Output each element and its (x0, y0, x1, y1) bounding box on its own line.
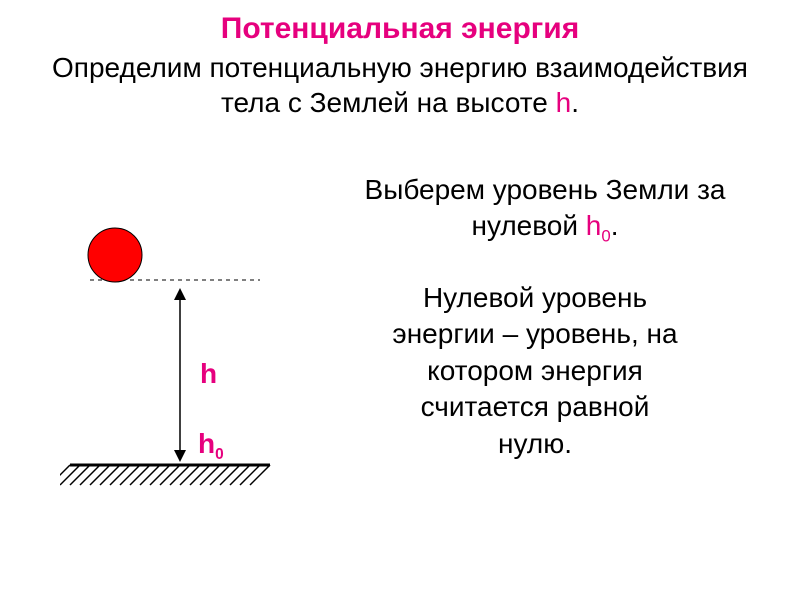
zero-def-line5: нулю. (300, 426, 770, 462)
zero-def-line2: энергии – уровень, на (300, 316, 770, 352)
subtitle-suffix: . (571, 87, 579, 118)
select-level-text: Выберем уровень Земли за нулевой h0. (320, 172, 770, 248)
select-level-prefix: Выберем уровень Земли за нулевой (365, 174, 726, 241)
subtitle-prefix: Определим потенциальную энергию взаимоде… (52, 52, 748, 118)
zero-def-line3: котором энергия (300, 353, 770, 389)
h0-letter: h (586, 210, 602, 241)
subtitle: Определим потенциальную энергию взаимоде… (0, 50, 800, 120)
zero-def-line4: считается равной (300, 389, 770, 425)
svg-text:h0: h0 (198, 428, 224, 463)
page-title: Потенциальная энергия (0, 0, 800, 46)
select-level-suffix: . (611, 210, 619, 241)
h0-sub: 0 (601, 227, 610, 246)
zero-level-definition: Нулевой уровень энергии – уровень, на ко… (300, 280, 770, 462)
physics-diagram: h h0 (60, 215, 280, 505)
select-level-h0: h0 (586, 210, 611, 241)
subtitle-h: h (556, 87, 572, 118)
svg-text:h: h (200, 358, 217, 389)
zero-def-line1: Нулевой уровень (300, 280, 770, 316)
diagram-svg: h h0 (60, 215, 280, 505)
title-text: Потенциальная энергия (221, 12, 580, 45)
